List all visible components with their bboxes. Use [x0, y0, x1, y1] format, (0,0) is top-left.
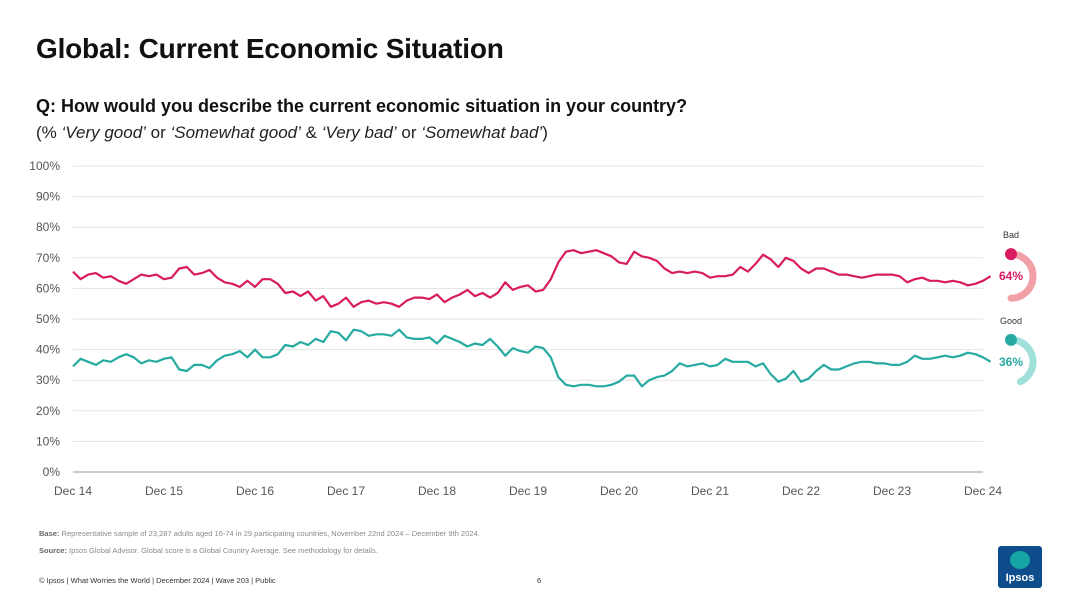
x-tick-label: Dec 21: [691, 484, 729, 498]
x-tick-label: Dec 19: [509, 484, 547, 498]
subtitle-very-bad: ‘Very bad’: [321, 123, 397, 142]
bad-series-label: Bad: [1003, 230, 1019, 240]
x-tick-label: Dec 24: [964, 484, 1002, 498]
subtitle-very-good: ‘Very good’: [61, 123, 146, 142]
good-series-line: [72, 328, 992, 388]
y-tick-label: 40%: [36, 343, 60, 357]
page-title: Global: Current Economic Situation: [36, 33, 504, 64]
good-gauge-ring: [1007, 336, 1037, 386]
y-tick-label: 50%: [36, 312, 60, 326]
source-footnote: Source: Ipsos Global Advisor. Global sco…: [39, 546, 378, 555]
bad-gauge-ring: [1007, 250, 1037, 302]
x-tick-label: Dec 15: [145, 484, 183, 498]
y-tick-label: 70%: [36, 251, 60, 265]
x-tick-label: Dec 17: [327, 484, 365, 498]
subtitle-somewhat-good: ‘Somewhat good’: [170, 123, 301, 142]
x-tick-label: Dec 14: [54, 484, 92, 498]
base-text: Representative sample of 23,287 adults a…: [59, 529, 480, 538]
page-number: 6: [537, 576, 542, 585]
subtitle-open: (%: [36, 123, 62, 142]
y-tick-label: 30%: [36, 373, 60, 387]
subtitle-or: or: [145, 123, 171, 142]
logo-mark-icon: [1010, 551, 1030, 569]
question-subtitle: (% ‘Very good’ or ‘Somewhat good’ & ‘Ver…: [36, 123, 548, 143]
subtitle-close: ): [542, 123, 548, 142]
ipsos-logo: Ipsos: [998, 546, 1042, 588]
y-tick-label: 10%: [36, 434, 60, 448]
x-tick-label: Dec 22: [782, 484, 820, 498]
bad-end-value-label: 64%: [999, 269, 1023, 283]
base-footnote: Base: Representative sample of 23,287 ad…: [39, 529, 480, 538]
source-label: Source:: [39, 546, 67, 555]
good-end-dot: [1005, 333, 1017, 346]
y-tick-label: 80%: [36, 220, 60, 234]
y-tick-label: 20%: [36, 404, 60, 418]
subtitle-amp: &: [300, 123, 322, 142]
copyright-text: © Ipsos | What Worries the World | Decem…: [39, 576, 276, 585]
base-label: Base:: [39, 529, 60, 538]
good-series-label: Good: [1000, 316, 1022, 326]
y-tick-label: 0%: [43, 465, 61, 479]
y-tick-label: 90%: [36, 190, 60, 204]
source-text: Ipsos Global Advisor. Global score is a …: [66, 546, 378, 555]
bad-series-line: [72, 249, 992, 308]
x-tick-label: Dec 18: [418, 484, 456, 498]
subtitle-somewhat-bad: ‘Somewhat bad’: [421, 123, 543, 142]
y-tick-label: 60%: [36, 281, 60, 295]
bad-end-dot: [1005, 248, 1017, 261]
logo-text: Ipsos: [1005, 572, 1035, 584]
subtitle-or: or: [396, 123, 422, 142]
good-end-value-label: 36%: [999, 355, 1023, 369]
x-tick-label: Dec 23: [873, 484, 911, 498]
x-tick-label: Dec 16: [236, 484, 274, 498]
question-text: Q: How would you describe the current ec…: [36, 96, 688, 116]
y-tick-label: 100%: [29, 159, 60, 173]
x-tick-label: Dec 20: [600, 484, 638, 498]
